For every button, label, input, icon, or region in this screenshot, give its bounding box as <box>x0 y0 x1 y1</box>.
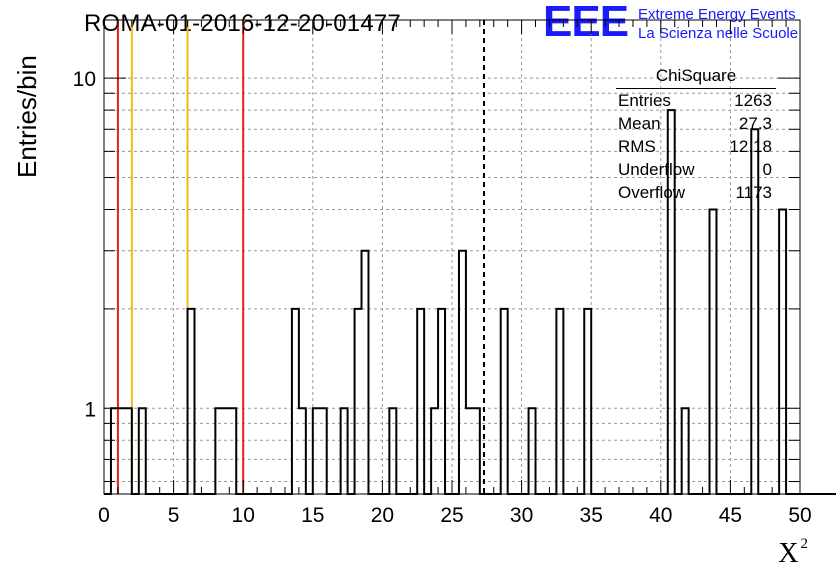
stat-label: Entries <box>618 91 671 110</box>
stat-label: Overflow <box>618 183 686 202</box>
x-tick-label: 35 <box>580 504 603 527</box>
y-tick-label: 1 <box>84 398 96 421</box>
stat-value: 12.18 <box>729 137 772 156</box>
histogram-bin <box>710 210 717 494</box>
eee-logo: EEE Extreme Energy Events La Scienza nel… <box>543 0 833 46</box>
stat-label: Underflow <box>618 160 695 179</box>
histogram-bin <box>355 309 362 494</box>
y-tick-label: 10 <box>73 68 96 91</box>
stat-value: 1263 <box>734 91 772 110</box>
histogram-bin <box>584 309 591 494</box>
histogram-bin <box>188 309 195 494</box>
x-axis-label-text: X <box>778 538 799 569</box>
histogram-bin <box>459 251 466 494</box>
stat-row-underflow: Underflow 0 <box>612 158 780 181</box>
histogram-bin <box>362 251 369 494</box>
stat-row-overflow: Overflow 1173 <box>612 181 780 204</box>
histogram-bin <box>292 309 299 494</box>
x-tick-label: 10 <box>232 504 255 527</box>
histogram-bin <box>438 309 445 494</box>
x-tick-label: 0 <box>98 504 110 527</box>
frame-layer <box>103 19 801 495</box>
x-tick-label: 30 <box>510 504 533 527</box>
stats-box: ChiSquare Entries 1263 Mean 27.3 RMS 12.18 … <box>612 66 780 204</box>
stat-label: Mean <box>618 114 661 133</box>
x-tick-label: 40 <box>649 504 672 527</box>
logo-line1: Extreme Energy Events <box>638 6 796 23</box>
x-tick-label: 25 <box>440 504 463 527</box>
x-axis-label-superscript: 2 <box>800 536 809 552</box>
stat-row-entries: Entries 1263 <box>612 89 780 112</box>
stats-title: ChiSquare <box>616 66 776 89</box>
stat-label: RMS <box>618 137 656 156</box>
x-tick-label: 5 <box>168 504 180 527</box>
x-tick-label: 45 <box>719 504 742 527</box>
stat-value: 1173 <box>735 183 772 202</box>
logo-mark: EEE <box>543 0 629 46</box>
tick-label-layer: 0 5 10 15 20 25 30 35 40 45 50 1 10 <box>73 68 812 527</box>
x-tick-label: 50 <box>788 504 811 527</box>
x-tick-label: 15 <box>301 504 324 527</box>
x-tick-label: 20 <box>371 504 394 527</box>
histogram-bin <box>501 309 508 494</box>
histogram-bin <box>556 309 563 494</box>
histogram-bin <box>417 309 424 494</box>
stat-row-mean: Mean 27.3 <box>612 112 780 135</box>
stat-value: 27.3 <box>738 114 772 133</box>
stat-value: 0 <box>762 160 772 179</box>
stat-row-rms: RMS 12.18 <box>612 135 780 158</box>
histogram-bin <box>779 210 786 494</box>
logo-line2: La Scienza nelle Scuole <box>638 25 799 42</box>
